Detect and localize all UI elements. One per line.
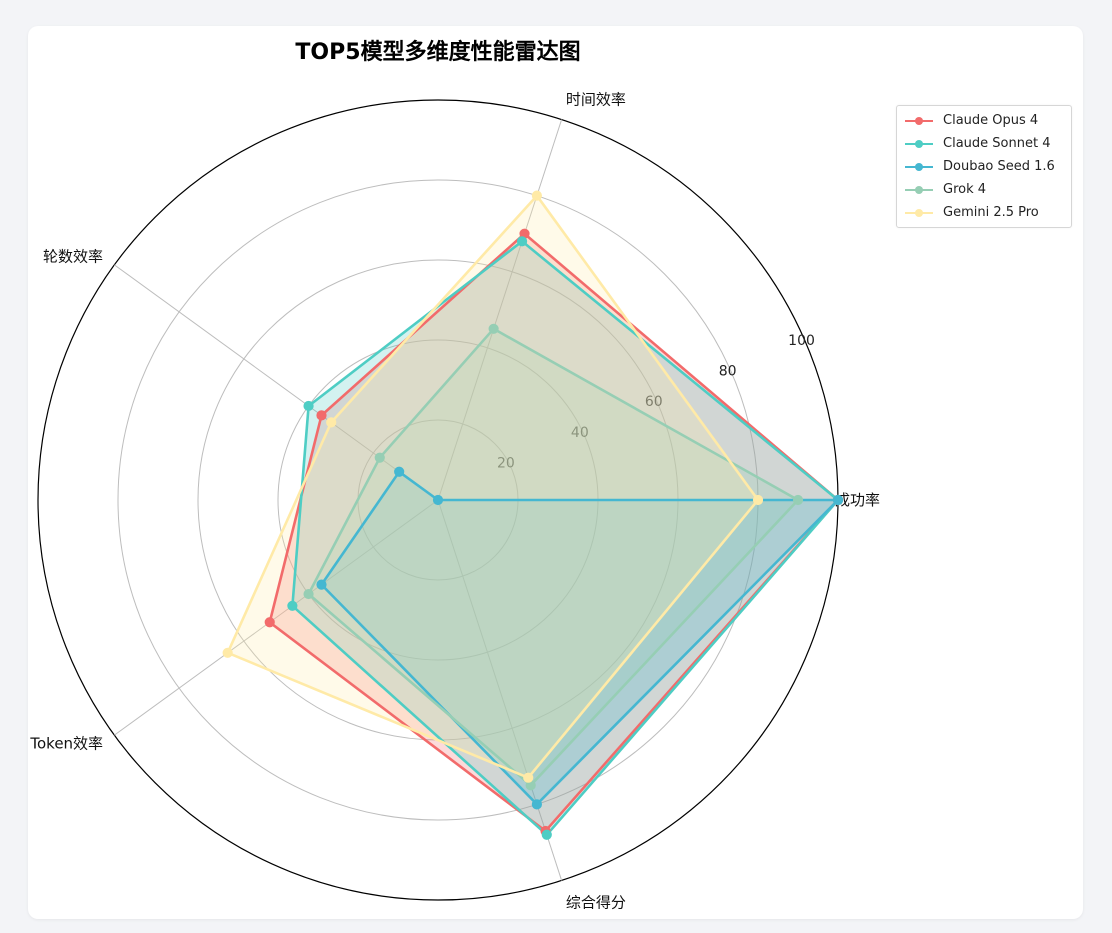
- series-line: [320, 470, 840, 806]
- legend-label: Claude Sonnet 4: [943, 136, 1051, 151]
- radial-tick-label: 60: [645, 394, 663, 410]
- series-line: [268, 232, 840, 833]
- series-line: [226, 194, 760, 780]
- radar-spoke: [114, 264, 439, 501]
- series-point: [752, 494, 764, 506]
- legend-item: Claude Opus 4: [897, 109, 1071, 132]
- legend-swatch: [903, 138, 935, 150]
- series-point: [316, 579, 327, 590]
- axis-label: 轮数效率: [43, 248, 103, 266]
- series-point: [303, 588, 314, 600]
- legend-swatch: [903, 161, 935, 173]
- series-fill: [321, 471, 838, 805]
- series-point: [287, 600, 298, 611]
- axis-label: 成功率: [835, 491, 880, 509]
- series-point: [316, 410, 327, 421]
- series-point: [516, 236, 528, 247]
- series-fill: [227, 195, 758, 778]
- radar-spoke: [437, 499, 563, 881]
- radial-tick-label: 80: [719, 364, 737, 380]
- series-point: [832, 494, 844, 506]
- axis-label: 时间效率: [566, 90, 626, 108]
- legend-label: Doubao Seed 1.6: [943, 159, 1055, 174]
- series-point: [531, 190, 542, 201]
- legend-item: Grok 4: [897, 178, 1071, 201]
- legend-item: Doubao Seed 1.6: [897, 155, 1071, 178]
- series-point: [488, 323, 499, 334]
- radial-tick-label: 100: [788, 333, 815, 349]
- series-point: [394, 466, 405, 477]
- series-fill: [308, 328, 798, 786]
- legend-label: Gemini 2.5 Pro: [943, 205, 1039, 220]
- series-point: [541, 829, 552, 840]
- radar-spoke: [437, 119, 563, 501]
- series-point: [374, 452, 385, 463]
- legend-swatch: [903, 115, 935, 127]
- series-line: [291, 240, 840, 837]
- series-point: [303, 400, 314, 412]
- chart-title: TOP5模型多维度性能雷达图: [295, 40, 581, 65]
- legend-item: Gemini 2.5 Pro: [897, 201, 1071, 224]
- legend-label: Grok 4: [943, 182, 987, 197]
- axis-label: Token效率: [29, 734, 103, 752]
- series-point: [432, 494, 444, 506]
- legend-label: Claude Opus 4: [943, 113, 1039, 128]
- axis-label: 综合得分: [566, 894, 626, 912]
- radial-tick-label: 20: [497, 455, 515, 471]
- series-point: [523, 772, 534, 783]
- series-point: [792, 494, 804, 506]
- chart-legend: Claude Opus 4 Claude Sonnet 4 Doubao Seed …: [896, 105, 1072, 228]
- series-line: [307, 327, 800, 787]
- legend-swatch: [903, 207, 935, 219]
- radar-spoke: [114, 499, 439, 736]
- series-point: [326, 417, 337, 428]
- radial-tick-label: 40: [571, 425, 589, 441]
- series-point: [264, 617, 275, 628]
- series-point: [222, 647, 233, 658]
- legend-swatch: [903, 184, 935, 196]
- series-point: [531, 799, 542, 810]
- legend-item: Claude Sonnet 4: [897, 132, 1071, 155]
